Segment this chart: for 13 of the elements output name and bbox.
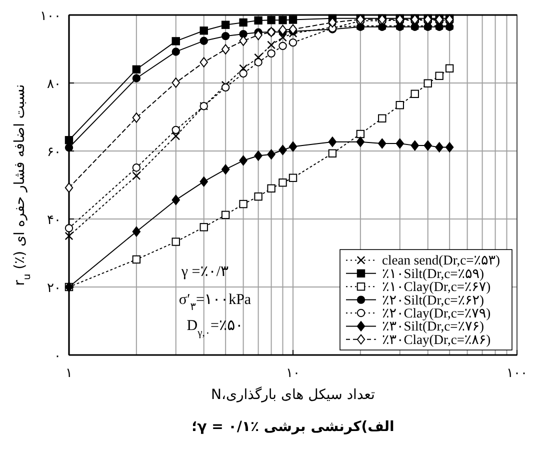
y-tick-label: ۶۰	[47, 145, 61, 160]
y-tick-label: ۸۰	[47, 77, 61, 92]
annotation: γ =٪۰/۳	[180, 264, 229, 280]
x-tick-label: ۱۰۰	[506, 366, 528, 381]
x-tick-label: ۱	[66, 366, 72, 381]
y-tick-label: ۲۰	[47, 281, 61, 296]
legend-label: clean send(Dr,c=٪۵۳)	[382, 252, 500, 268]
x-tick-label: ۱۰	[286, 366, 300, 381]
y-tick-label: ۴۰	[47, 213, 61, 228]
x-axis-title: تعداد سیکل های بارگذاری،N	[211, 386, 376, 403]
y-tick-label: ۱۰۰	[40, 9, 61, 24]
text: الف)کرنشی برشی ٪۰/۱ = γ؛	[192, 419, 394, 435]
y-tick-label: ۰	[54, 349, 61, 364]
